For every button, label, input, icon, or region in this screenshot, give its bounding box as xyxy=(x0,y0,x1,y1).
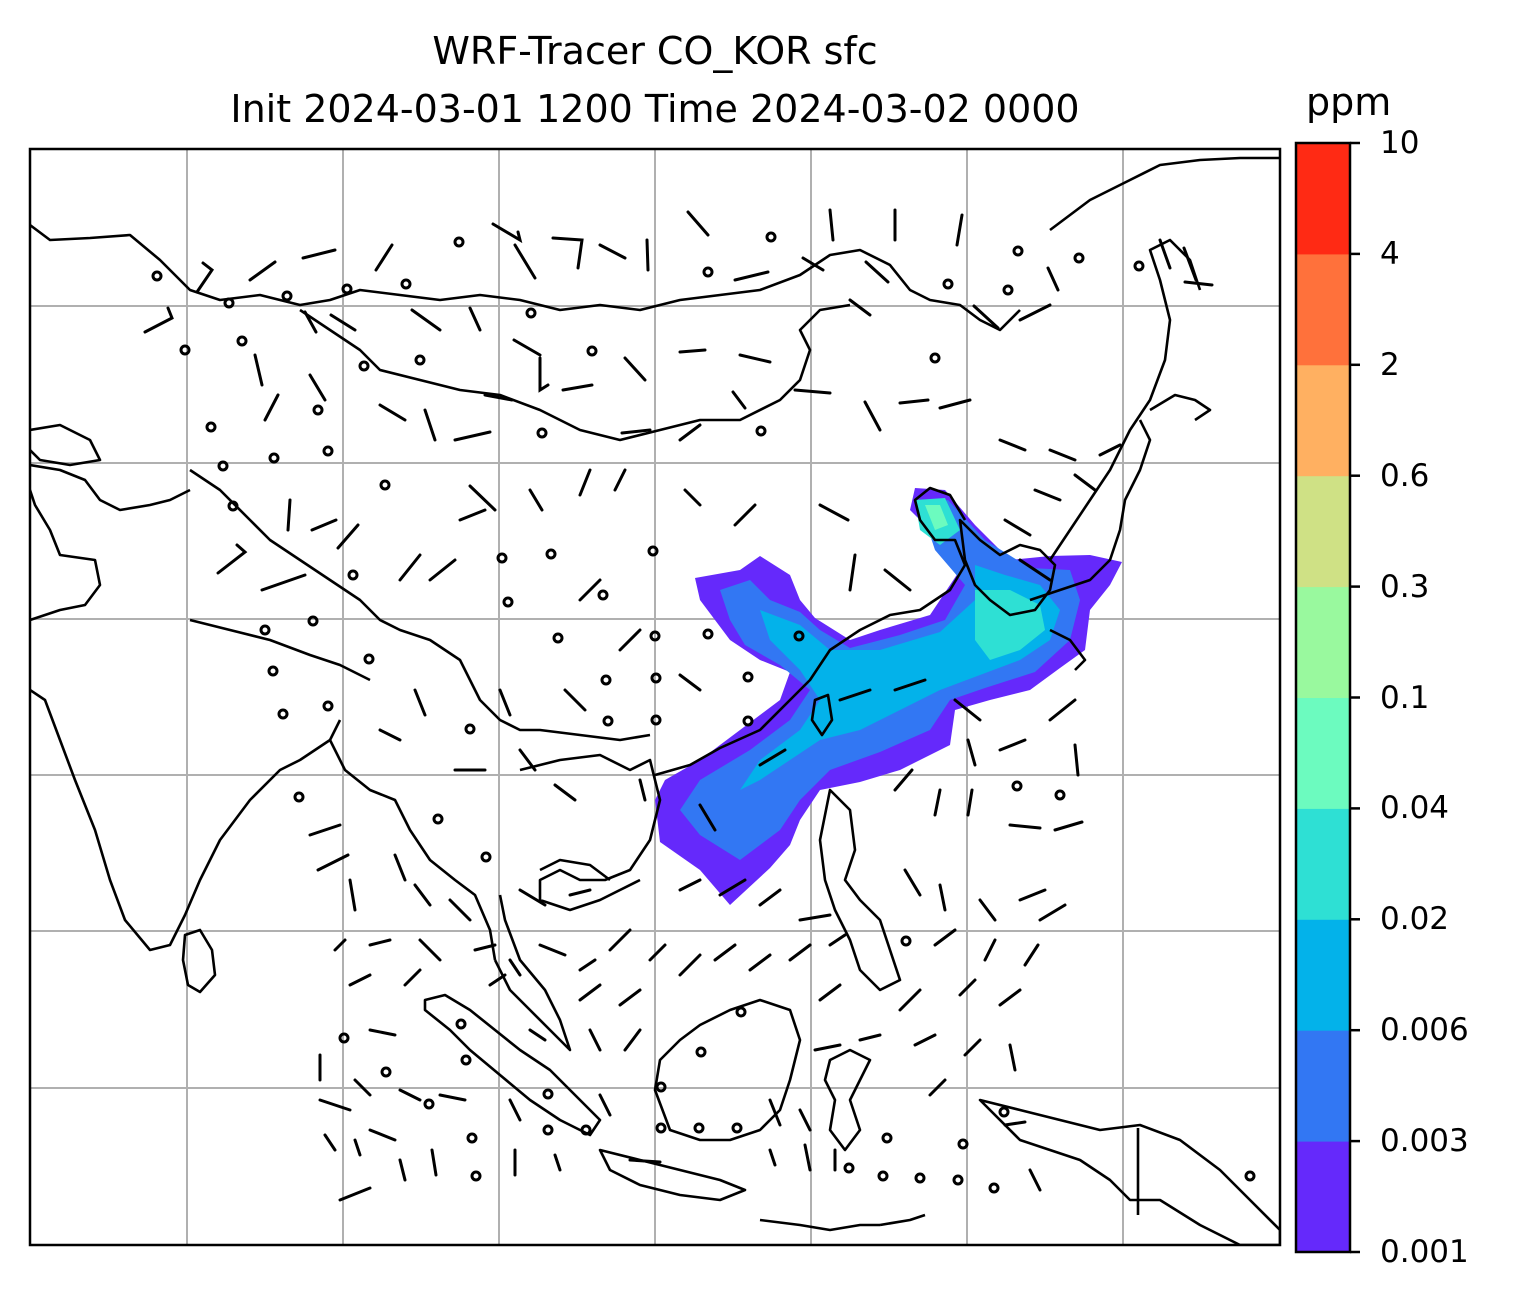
colorbar-segment xyxy=(1296,808,1350,920)
colorbar-segment xyxy=(1296,1141,1350,1253)
colorbar-tick-label: 0.1 xyxy=(1380,679,1430,716)
colorbar-segment xyxy=(1296,919,1350,1031)
map-frame xyxy=(28,147,1282,1247)
colorbar-segment xyxy=(1296,143,1350,255)
colorbar-tick-label: 0.02 xyxy=(1380,901,1450,938)
map-title-line2: Init 2024-03-01 1200 Time 2024-03-02 000… xyxy=(230,87,1080,131)
colorbar-segment xyxy=(1296,697,1350,809)
colorbar-tick-label: 0.001 xyxy=(1380,1234,1469,1270)
colorbar-segments xyxy=(1296,143,1350,1253)
colorbar-tick-label: 0.04 xyxy=(1380,790,1450,827)
colorbar-unit-label: ppm xyxy=(1306,80,1392,124)
colorbar-tick-label: 0.006 xyxy=(1380,1012,1469,1049)
colorbar-segment xyxy=(1296,1030,1350,1142)
colorbar-tick-label: 10 xyxy=(1380,125,1420,161)
colorbar-segment xyxy=(1296,364,1350,477)
colorbar-segment xyxy=(1296,253,1350,366)
colorbar-tick-label: 2 xyxy=(1380,346,1400,383)
colorbar-tick-label: 4 xyxy=(1380,235,1400,272)
colorbar-tick-label: 0.3 xyxy=(1380,568,1430,605)
coastlines xyxy=(30,156,1280,1245)
colorbar-tick-marks xyxy=(1350,141,1360,1254)
wind-barbs xyxy=(143,208,1256,1202)
colorbar-tick-label: 0.003 xyxy=(1380,1123,1469,1160)
map-title-line1: WRF-Tracer CO_KOR sfc xyxy=(432,29,878,73)
colorbar-segment xyxy=(1296,475,1350,588)
gridlines xyxy=(30,149,1280,1245)
colorbar-segment xyxy=(1296,586,1350,698)
co-tracer-plume xyxy=(655,488,1122,905)
colorbar-tick-label: 0.6 xyxy=(1380,457,1430,494)
